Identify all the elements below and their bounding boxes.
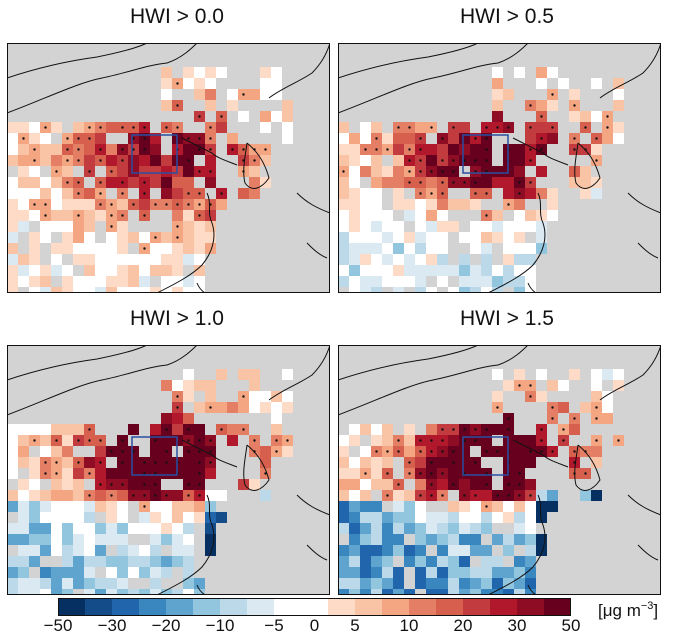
- colorbar-segment: [247, 598, 275, 616]
- colorbar-tick: −5: [264, 616, 284, 635]
- map-panel-2: [338, 43, 661, 293]
- colorbar-segment: [517, 598, 545, 616]
- colorbar-segment: [58, 598, 86, 616]
- colorbar-tick: 5: [350, 616, 360, 635]
- colorbar-tick: 0: [309, 616, 320, 635]
- colorbar: [58, 598, 572, 621]
- colorbar-segment: [274, 598, 302, 616]
- colorbar-segment: [166, 598, 194, 616]
- colorbar-segment: [382, 598, 410, 616]
- colorbar-segment: [409, 598, 437, 616]
- colorbar-segment: [220, 598, 248, 616]
- colorbar-tick: 20: [453, 616, 473, 635]
- region-box: [131, 134, 178, 174]
- colorbar-tick: −50: [43, 616, 73, 635]
- colorbar-segment: [301, 598, 329, 616]
- colorbar-tick: 50: [561, 616, 581, 635]
- region-box: [462, 436, 509, 476]
- panel-title-1: HWI > 0.0: [130, 5, 224, 28]
- colorbar-segment: [139, 598, 167, 616]
- map-panel-1: [7, 43, 330, 293]
- panel-title-4: HWI > 1.5: [460, 307, 554, 330]
- panel-title-2: HWI > 0.5: [460, 5, 554, 28]
- colorbar-segment: [193, 598, 221, 616]
- colorbar-tick: 10: [399, 616, 419, 635]
- colorbar-unit: [μg m−3]: [598, 596, 658, 621]
- unit-main: [μg m: [598, 601, 641, 620]
- colorbar-segment: [328, 598, 356, 616]
- panel-title-3: HWI > 1.0: [130, 307, 224, 330]
- colorbar-tick: −20: [151, 616, 181, 635]
- colorbar-segment: [436, 598, 464, 616]
- region-box: [131, 436, 178, 476]
- colorbar-segment: [355, 598, 383, 616]
- colorbar-segment: [112, 598, 140, 616]
- colorbar-tick: 30: [507, 616, 527, 635]
- colorbar-segment: [85, 598, 113, 616]
- unit-exponent: −3: [640, 600, 654, 612]
- colorbar-tick: −30: [97, 616, 127, 635]
- colorbar-segment: [544, 598, 572, 616]
- map-panel-4: [338, 345, 661, 595]
- colorbar-segment: [490, 598, 518, 616]
- region-box: [462, 134, 509, 174]
- unit-close: ]: [653, 601, 659, 620]
- map-panel-3: [7, 345, 330, 595]
- colorbar-segment: [463, 598, 491, 616]
- colorbar-tick: −10: [205, 616, 235, 635]
